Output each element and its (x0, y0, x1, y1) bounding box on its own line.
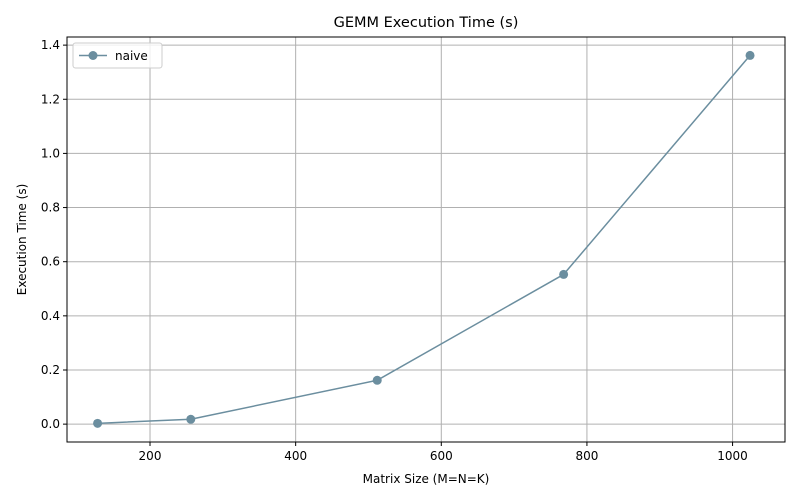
data-point (93, 418, 103, 428)
data-point (745, 50, 755, 60)
y-axis-label: Execution Time (s) (15, 184, 29, 296)
y-axis: 0.0 0.2 0.4 0.6 0.8 1.0 1.2 1.4 (41, 38, 67, 431)
y-tick-label: 0.4 (41, 309, 60, 323)
legend-frame (72, 42, 163, 69)
x-tick-label: 200 (139, 449, 162, 463)
x-tick-label: 800 (575, 449, 598, 463)
data-point (372, 375, 382, 385)
x-axis: 200 400 600 800 1000 (139, 442, 748, 463)
y-tick-label: 1.2 (41, 92, 60, 106)
y-tick-label: 0.8 (41, 201, 60, 215)
x-tick-label: 600 (430, 449, 453, 463)
chart-title: GEMM Execution Time (s) (334, 15, 519, 31)
data-point (186, 414, 196, 424)
x-tick-label: 400 (284, 449, 307, 463)
legend: naive (72, 42, 163, 69)
y-tick-label: 0.0 (41, 417, 60, 431)
y-tick-label: 1.4 (41, 38, 60, 52)
series-layer (93, 50, 755, 428)
plot-frame (66, 36, 786, 443)
y-tick-label: 1.0 (41, 146, 60, 160)
grid (67, 37, 785, 442)
legend-label-naive: naive (115, 49, 148, 63)
data-point (559, 269, 569, 279)
y-tick-label: 0.2 (41, 363, 60, 377)
x-axis-label: Matrix Size (M=N=K) (363, 472, 490, 486)
x-tick-label: 1000 (717, 449, 748, 463)
y-tick-label: 0.6 (41, 255, 60, 269)
legend-marker-naive (88, 51, 98, 60)
